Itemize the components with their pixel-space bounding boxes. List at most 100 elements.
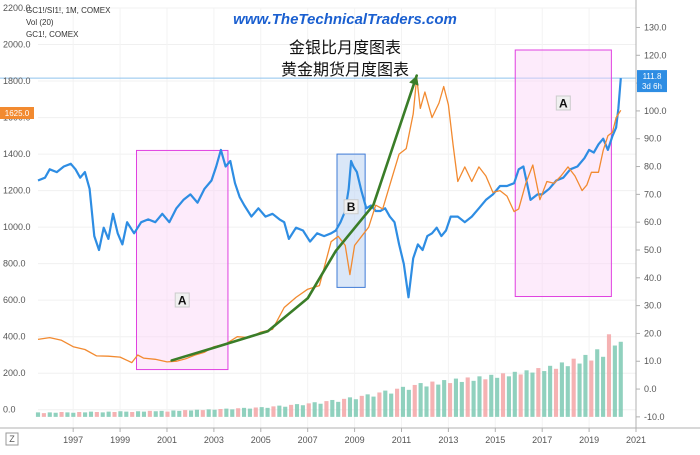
volume-bar (447, 383, 453, 417)
right-tick-label: 80.0 (644, 162, 662, 172)
volume-bar (542, 371, 547, 417)
volume-bar (35, 412, 41, 417)
volume-layer (35, 334, 623, 417)
volume-bar (336, 401, 341, 417)
annotation-label-layer: A B A (174, 95, 571, 308)
volume-bar (395, 388, 400, 417)
volume-bar (442, 380, 447, 417)
gold-price-badge-label: 1625.0 (5, 109, 30, 118)
volume-bar (312, 402, 317, 417)
annotation-label-a: A (559, 97, 568, 111)
x-tick-label: 2005 (251, 435, 271, 445)
volume-bar (112, 411, 117, 417)
ratio-badge (637, 70, 667, 93)
volume-bar (506, 376, 511, 417)
volume-bar (130, 411, 135, 417)
x-tick-label: 2007 (298, 435, 318, 445)
volume-bar (412, 384, 417, 417)
volume-bar (489, 374, 494, 417)
volume-bar (41, 413, 46, 417)
volume-bar (324, 401, 329, 417)
volume-bar (548, 365, 553, 417)
volume-bar (577, 363, 582, 417)
x-tick-label: 2013 (438, 435, 458, 445)
volume-bar (171, 410, 176, 417)
ratio-badge-label: 111.8 (643, 72, 662, 81)
volume-bar (241, 407, 247, 417)
volume-bar (83, 412, 88, 417)
volume-bar (47, 412, 52, 417)
volume-bar (518, 374, 523, 417)
volume-bar (589, 360, 594, 417)
volume-bar (383, 390, 388, 417)
volume-bar (300, 405, 305, 417)
volume-bar (253, 407, 258, 417)
volume-bar (212, 409, 217, 417)
right-tick-label: 0.0 (644, 384, 657, 394)
annotation-label-box (343, 199, 359, 215)
volume-bar (400, 386, 406, 417)
timezone-marker (5, 432, 19, 446)
volume-bar (530, 372, 535, 417)
volume-bar (230, 409, 235, 417)
volume-bar (365, 394, 370, 417)
right-tick-label: 70.0 (644, 189, 662, 199)
volume-bar (88, 411, 94, 417)
right-tick-label: 100.0 (644, 106, 667, 116)
right-tick-label: 60.0 (644, 217, 662, 227)
annotation-label-b: B (347, 200, 356, 214)
volume-bar (471, 380, 476, 417)
volume-bar (430, 381, 435, 417)
title-ratio-chart: 金银比月度图表 (289, 38, 401, 57)
volume-bar (159, 410, 164, 417)
volume-bar (200, 410, 205, 417)
left-tick-label: 2000.0 (3, 40, 31, 50)
volume-bar (459, 381, 464, 417)
volume-bar (247, 408, 252, 417)
volume-bar (571, 358, 576, 417)
volume-bar (218, 408, 223, 417)
right-tick-label: 90.0 (644, 134, 662, 144)
x-tick-label: 1997 (63, 435, 83, 445)
volume-bar (347, 397, 353, 417)
volume-bar (271, 406, 276, 417)
x-tick-label: 2001 (157, 435, 177, 445)
right-tick-label: 50.0 (644, 245, 662, 255)
volume-bar (595, 349, 600, 417)
right-tick-label: 130.0 (644, 22, 667, 32)
annotation-label-a: A (178, 294, 187, 308)
volume-bar (294, 404, 300, 417)
volume-bar (612, 345, 617, 417)
trendline-layer (170, 74, 419, 362)
right-tick-label: 120.0 (644, 50, 667, 60)
x-tick-label: 2017 (532, 435, 552, 445)
volume-bar (306, 403, 311, 417)
volume-bar (371, 396, 376, 417)
right-tick-label: 40.0 (644, 273, 662, 283)
volume-bar (59, 411, 64, 417)
site-watermark: www.TheTechnicalTraders.com (233, 11, 457, 28)
volume-bar (183, 410, 188, 417)
volume-bar (436, 384, 441, 417)
volume-bar (289, 404, 294, 417)
left-tick-label: 1000.0 (3, 222, 31, 232)
volume-bar (553, 368, 559, 417)
volume-bar (495, 377, 500, 417)
x-tick-label: 2019 (579, 435, 599, 445)
volume-bar (118, 411, 123, 417)
left-tick-label: 400.0 (3, 332, 26, 342)
ratio-badge-sublabel: 3d 6h (642, 82, 662, 91)
volume-bar (153, 411, 158, 417)
volume-bar (194, 409, 199, 417)
volume-bar (389, 393, 394, 417)
volume-bar (77, 411, 82, 417)
gold-price-badge (0, 107, 34, 119)
title-gold-chart: 黄金期货月度图表 (281, 60, 409, 79)
volume-bar (106, 411, 111, 417)
volume-bar (277, 405, 282, 417)
x-tick-label: 2009 (345, 435, 365, 445)
gold-price-line (37, 76, 622, 364)
volume-bar (124, 411, 129, 417)
left-tick-label: 1200.0 (3, 186, 31, 196)
